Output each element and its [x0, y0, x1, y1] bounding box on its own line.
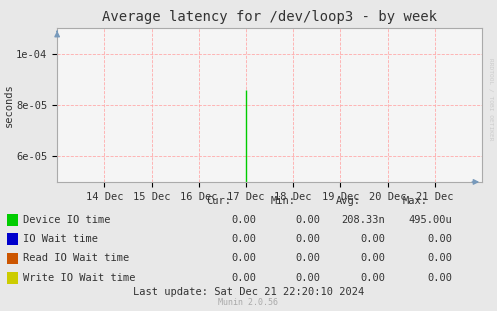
Text: RRDTOOL / TOBI OETIKER: RRDTOOL / TOBI OETIKER [489, 58, 494, 141]
Text: 0.00: 0.00 [231, 253, 256, 263]
Text: 0.00: 0.00 [360, 253, 385, 263]
Title: Average latency for /dev/loop3 - by week: Average latency for /dev/loop3 - by week [102, 10, 437, 24]
Text: 0.00: 0.00 [231, 273, 256, 283]
Text: 0.00: 0.00 [427, 234, 452, 244]
Text: 208.33n: 208.33n [341, 215, 385, 225]
Text: Max:: Max: [403, 196, 427, 206]
Text: IO Wait time: IO Wait time [23, 234, 98, 244]
Text: 0.00: 0.00 [360, 273, 385, 283]
Text: 0.00: 0.00 [231, 215, 256, 225]
Text: Last update: Sat Dec 21 22:20:10 2024: Last update: Sat Dec 21 22:20:10 2024 [133, 287, 364, 297]
Text: Read IO Wait time: Read IO Wait time [23, 253, 129, 263]
Text: Device IO time: Device IO time [23, 215, 110, 225]
Text: 0.00: 0.00 [296, 253, 321, 263]
Text: 0.00: 0.00 [231, 234, 256, 244]
Text: Min:: Min: [271, 196, 296, 206]
Text: 0.00: 0.00 [296, 273, 321, 283]
Y-axis label: seconds: seconds [3, 83, 13, 127]
Text: 0.00: 0.00 [427, 253, 452, 263]
Text: Munin 2.0.56: Munin 2.0.56 [219, 298, 278, 307]
Text: 0.00: 0.00 [427, 273, 452, 283]
Text: 0.00: 0.00 [360, 234, 385, 244]
Text: 0.00: 0.00 [296, 234, 321, 244]
Text: 495.00u: 495.00u [409, 215, 452, 225]
Text: Write IO Wait time: Write IO Wait time [23, 273, 135, 283]
Text: Avg:: Avg: [335, 196, 360, 206]
Text: 0.00: 0.00 [296, 215, 321, 225]
Text: Cur:: Cur: [206, 196, 231, 206]
